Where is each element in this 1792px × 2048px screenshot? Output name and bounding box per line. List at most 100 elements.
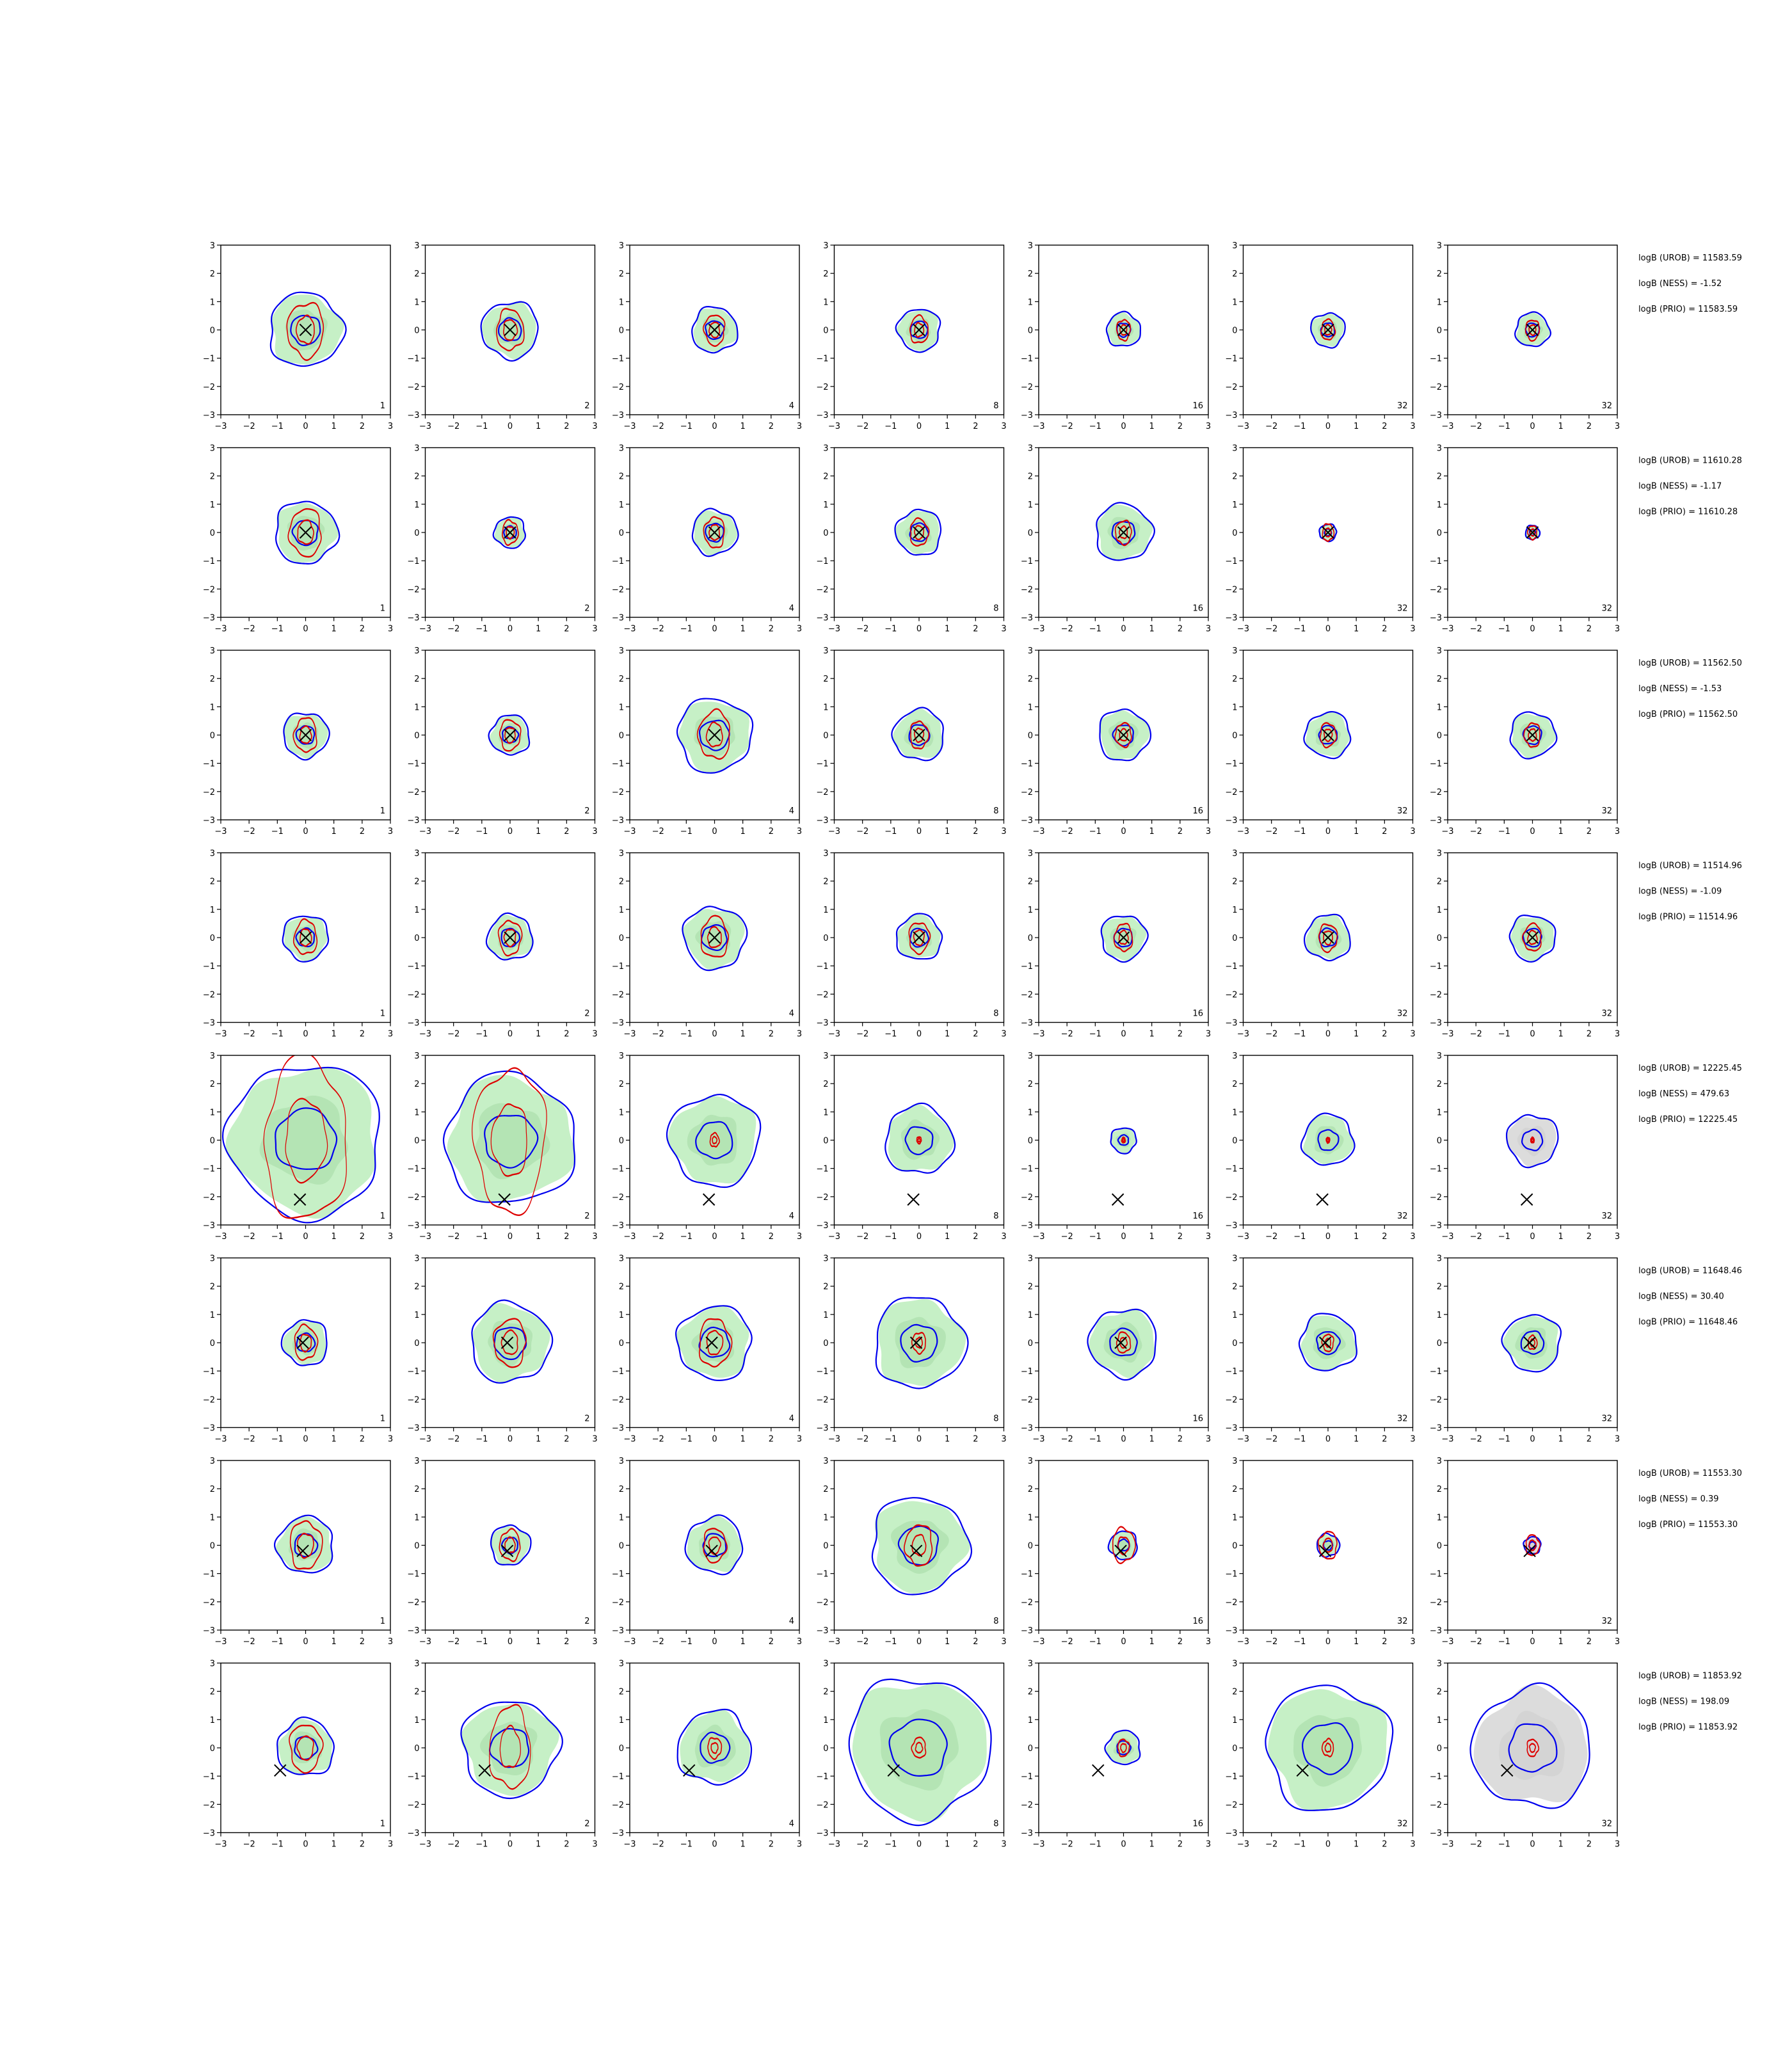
contour-red-group — [492, 1318, 527, 1368]
x-tick-label: 1 — [1354, 1637, 1359, 1647]
y-tick-label: −3 — [407, 1626, 419, 1636]
x-tick-label: 2 — [769, 1637, 774, 1647]
true-value-marker — [478, 1764, 491, 1777]
x-tick-label: 1 — [945, 1435, 950, 1444]
x-tick-label: −3 — [419, 1435, 431, 1444]
x-tick-label: 2 — [1587, 1840, 1592, 1850]
y-tick-label: −1 — [1225, 760, 1237, 769]
x-tick-label: 1 — [945, 625, 950, 634]
contour-blue-outer — [1318, 523, 1338, 543]
x-tick-label: −1 — [271, 827, 284, 836]
x-tick-label: −2 — [652, 1840, 664, 1850]
true-value-marker — [907, 1193, 920, 1206]
y-tick-label: 3 — [414, 849, 419, 859]
column-number-label: 32 — [1601, 1212, 1612, 1221]
contour-red-group — [294, 1323, 319, 1361]
true-value-marker — [705, 1336, 718, 1349]
x-tick-label: 1 — [536, 1637, 541, 1647]
contour-blue-outer — [894, 508, 942, 556]
contour-red-inner — [490, 1103, 527, 1177]
x-tick-label: 3 — [592, 1232, 597, 1242]
x-tick-label: 3 — [1615, 827, 1620, 836]
x-tick-label: −2 — [856, 1232, 868, 1242]
contour-blue-outer — [1104, 1729, 1141, 1766]
y-tick-label: −1 — [203, 1367, 215, 1377]
y-tick-label: 1 — [823, 500, 828, 510]
x-tick-label: 1 — [945, 422, 950, 431]
y-tick-label: 0 — [823, 732, 828, 741]
column-number-label: 32 — [1601, 1009, 1612, 1019]
contour-red-outer — [499, 719, 522, 752]
x-tick-label: 2 — [973, 1030, 978, 1039]
x-tick-label: −1 — [1498, 827, 1510, 836]
logb-stat-text: logB (PRIO) = 11562.50 — [1638, 710, 1738, 719]
true-value-marker — [913, 931, 925, 944]
y-tick-label: −3 — [816, 1019, 828, 1028]
y-tick-label: −1 — [407, 1165, 419, 1174]
y-tick-label: 2 — [823, 472, 828, 482]
y-tick-label: −3 — [1225, 614, 1237, 623]
y-tick-label: 3 — [1028, 1660, 1033, 1669]
contour-red-group — [1117, 1738, 1130, 1757]
y-tick-label: 0 — [619, 529, 624, 538]
y-tick-label: 3 — [414, 1660, 419, 1669]
contour-red-inner — [499, 1724, 521, 1768]
y-tick-label: 2 — [1028, 1485, 1033, 1494]
true-value-marker — [708, 323, 721, 337]
y-tick-label: 3 — [1232, 1052, 1237, 1061]
panel-plot-area — [1523, 1534, 1542, 1556]
contour-red-group — [1321, 1738, 1334, 1757]
contour-blue-outer — [1514, 311, 1552, 348]
contour-red-outer — [696, 708, 730, 760]
contour-blue-inner — [1316, 1331, 1341, 1356]
logb-stat-text: logB (NESS) = 198.09 — [1638, 1697, 1729, 1707]
contour-red-outer — [910, 720, 930, 749]
contour-red-outer — [1524, 319, 1540, 342]
x-tick-label: 1 — [1149, 1232, 1155, 1242]
y-tick-label: −3 — [816, 614, 828, 623]
y-tick-label: 1 — [210, 298, 215, 307]
column-number-label: 4 — [789, 806, 794, 816]
panel-r7-c3: −3 −2 −1 0 1 2 3 3 2 1 0 −1 −2 −3 4 — [612, 1457, 802, 1647]
contour-red-outer — [1325, 1137, 1331, 1144]
logb-stat-text: logB (UROB) = 11610.28 — [1638, 456, 1742, 466]
x-tick-label: −2 — [856, 1840, 868, 1850]
logb-stat-text: logB (PRIO) = 12225.45 — [1638, 1115, 1738, 1124]
x-tick-label: 0 — [1325, 1435, 1331, 1444]
contour-red-outer — [1112, 1526, 1136, 1565]
contour-red-inner — [1323, 930, 1334, 946]
y-tick-label: −2 — [1430, 1395, 1442, 1405]
column-number-label: 4 — [789, 604, 794, 614]
column-number-label: 4 — [789, 1820, 794, 1829]
y-tick-label: 2 — [1028, 675, 1033, 684]
y-tick-label: −1 — [612, 1367, 624, 1377]
x-tick-label: 0 — [1121, 422, 1126, 431]
x-tick-label: −3 — [828, 1232, 840, 1242]
y-tick-label: 2 — [619, 1485, 624, 1494]
y-tick-label: −2 — [816, 1193, 828, 1203]
contour-blue-outer — [1303, 710, 1352, 760]
y-tick-label: −1 — [1021, 1772, 1033, 1782]
x-tick-label: −1 — [1089, 1435, 1101, 1444]
x-tick-label: 1 — [1354, 1435, 1359, 1444]
y-tick-label: 1 — [1028, 1311, 1033, 1320]
contour-red-inner — [915, 1741, 924, 1754]
y-tick-label: 1 — [823, 703, 828, 712]
x-tick-label: −2 — [652, 1030, 664, 1039]
contour-red-group — [1318, 923, 1338, 954]
y-tick-label: −2 — [1021, 788, 1033, 797]
x-tick-label: −2 — [1061, 1232, 1073, 1242]
y-tick-label: 0 — [1028, 1744, 1033, 1754]
y-tick-label: −2 — [203, 1193, 215, 1203]
contour-red-group — [909, 314, 929, 344]
x-tick-label: 3 — [388, 1637, 393, 1647]
x-tick-label: −3 — [1032, 1637, 1044, 1647]
y-tick-label: 0 — [1437, 1137, 1442, 1146]
y-tick-label: 2 — [1437, 877, 1442, 887]
panel-r4-c5: −3 −2 −1 0 1 2 3 3 2 1 0 −1 −2 −3 16 — [1021, 849, 1211, 1039]
x-tick-label: 1 — [740, 1030, 746, 1039]
